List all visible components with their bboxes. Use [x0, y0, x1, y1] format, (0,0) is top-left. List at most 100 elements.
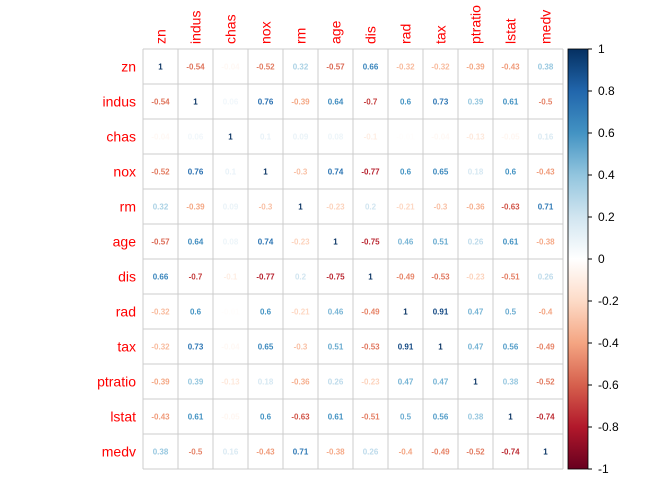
cell-value: -0.52 — [536, 378, 555, 387]
cell-value: 0.64 — [188, 238, 204, 247]
cell-value: 0.38 — [503, 378, 519, 387]
row-label: tax — [117, 339, 136, 355]
cell-value: 0.6 — [400, 98, 412, 107]
cell-value: -0.36 — [466, 203, 485, 212]
cell-value: 0.73 — [188, 343, 204, 352]
cell-value: 0.74 — [258, 238, 274, 247]
cell-value: -0.52 — [256, 63, 275, 72]
cell-value: -0.74 — [536, 413, 555, 422]
cell-value: 0.6 — [190, 308, 202, 317]
cell-value: -0.3 — [259, 203, 273, 212]
cell-value: -0.54 — [151, 98, 170, 107]
cell-value: 0.26 — [328, 378, 344, 387]
cell-value: 1 — [298, 203, 303, 212]
cell-value: 0.38 — [468, 413, 484, 422]
cell-value: -0.38 — [536, 238, 555, 247]
cell-value: 0.32 — [293, 63, 309, 72]
cell-value: 0.5 — [400, 413, 412, 422]
cell-value: 1 — [438, 343, 443, 352]
cell-value: -0.1 — [364, 133, 378, 142]
cell-value: -0.63 — [291, 413, 310, 422]
cell-value: -0.23 — [361, 378, 380, 387]
cell-value: -0.39 — [466, 63, 485, 72]
row-label: ptratio — [97, 374, 136, 390]
row-label: zn — [121, 59, 136, 75]
cell-value: -0.39 — [186, 203, 205, 212]
column-label: rm — [293, 28, 309, 44]
cell-value: 0.71 — [293, 448, 309, 457]
cell-value: -0.54 — [186, 63, 205, 72]
cell-value: -0.32 — [151, 343, 170, 352]
cell-value: 0.18 — [468, 168, 484, 177]
cell-value: 0.66 — [363, 63, 379, 72]
colorbar-tick-label: -0.8 — [598, 420, 619, 434]
cell-value: 0.2 — [295, 273, 307, 282]
cell-value: 0.56 — [433, 413, 449, 422]
cell-value: 1 — [333, 238, 338, 247]
cell-value: 0.08 — [223, 238, 239, 247]
cell-value: 0.51 — [433, 238, 449, 247]
colorbar-tick-label: 0.4 — [598, 168, 615, 182]
cell-value: -0.13 — [466, 133, 485, 142]
cell-value: 0.66 — [153, 273, 169, 282]
cell-value: -0.51 — [501, 273, 520, 282]
cell-value: 0.91 — [398, 343, 414, 352]
cell-value: -0.43 — [151, 413, 170, 422]
cell-value: -0.39 — [151, 378, 170, 387]
column-label: rad — [398, 24, 414, 44]
cell-value: 0.06 — [188, 133, 204, 142]
cell-value: 0.71 — [538, 203, 554, 212]
cell-value: 0.26 — [538, 273, 554, 282]
colorbar-tick-label: -0.2 — [598, 294, 619, 308]
cell-value: 0.64 — [328, 98, 344, 107]
cell-value: 0.76 — [258, 98, 274, 107]
row-label: dis — [118, 269, 136, 285]
cell-value: -0.43 — [536, 168, 555, 177]
column-label: lstat — [503, 18, 519, 44]
cell-value: -0.38 — [326, 448, 345, 457]
cell-value: 1 — [508, 413, 513, 422]
cell-value: -0.7 — [364, 98, 378, 107]
cell-value: -0.49 — [431, 448, 450, 457]
cell-value: 0.09 — [223, 203, 239, 212]
column-label: indus — [188, 11, 204, 44]
cell-value: 0.46 — [398, 238, 414, 247]
cell-value: 1 — [193, 98, 198, 107]
column-label: ptratio — [468, 5, 484, 44]
cell-value: -0.21 — [396, 203, 415, 212]
cell-value: -0.13 — [221, 378, 240, 387]
cell-value: 0.6 — [260, 308, 272, 317]
cell-value: 0.56 — [503, 343, 519, 352]
row-label: rad — [116, 304, 136, 320]
cell-value: 0.47 — [398, 378, 414, 387]
colorbar-tick-label: -0.6 — [598, 378, 619, 392]
cell-value: 0.26 — [468, 238, 484, 247]
cell-value: 0.76 — [188, 168, 204, 177]
cell-value: 0.73 — [433, 98, 449, 107]
cell-value: -0.52 — [151, 168, 170, 177]
cell-value: 0.1 — [225, 168, 237, 177]
colorbar-tick-label: 0.6 — [598, 126, 615, 140]
cell-value: -0.53 — [431, 273, 450, 282]
cell-value: 0.39 — [188, 378, 204, 387]
cell-value: -0.5 — [189, 448, 203, 457]
cell-value: 1 — [543, 448, 548, 457]
column-label: age — [328, 20, 344, 44]
cell-value: -0.32 — [151, 308, 170, 317]
cell-value: 0.47 — [468, 308, 484, 317]
cell-value: -0.49 — [396, 273, 415, 282]
cell-value: 0.65 — [433, 168, 449, 177]
cell-value: -0.05 — [221, 413, 240, 422]
cell-value: -0.3 — [294, 343, 308, 352]
cell-value: 0.61 — [328, 413, 344, 422]
cell-value: -0.43 — [501, 63, 520, 72]
cell-value: -0.01 — [221, 308, 240, 317]
cell-value: 0.32 — [153, 203, 169, 212]
row-label: nox — [113, 164, 136, 180]
colorbar-tick-label: -1 — [598, 462, 609, 476]
cell-value: 0.5 — [505, 308, 517, 317]
column-label: zn — [153, 29, 169, 44]
cell-value: 0.6 — [400, 168, 412, 177]
